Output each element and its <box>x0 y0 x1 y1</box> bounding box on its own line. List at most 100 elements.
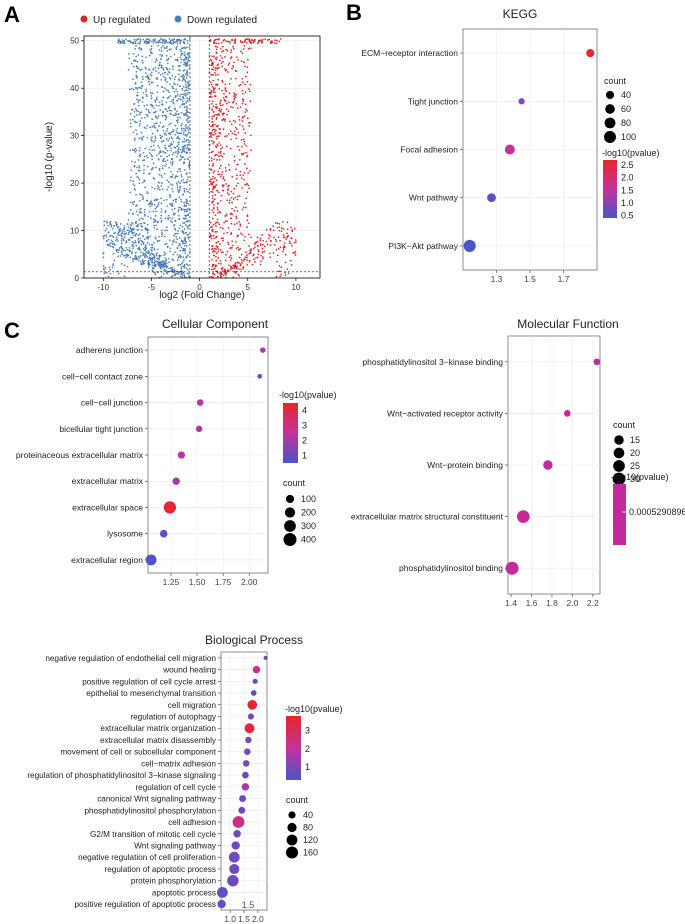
volcano-point-down <box>135 109 138 112</box>
volcano-point-up <box>211 100 214 103</box>
volcano-point-up <box>214 95 217 97</box>
cc-size-legend-dot <box>283 532 297 547</box>
volcano-point-down <box>123 228 126 230</box>
volcano-point-down <box>161 235 163 238</box>
volcano-ytick-label: 30 <box>70 132 79 141</box>
kegg-point <box>518 98 525 105</box>
volcano-point-down <box>183 274 186 277</box>
volcano-point-up <box>219 243 221 245</box>
volcano-point-up <box>235 128 238 131</box>
volcano-point-up <box>259 39 262 42</box>
volcano-point-down <box>158 169 161 172</box>
volcano-point-up <box>212 133 215 136</box>
volcano-point-down <box>174 41 177 43</box>
volcano-point-up <box>294 250 297 253</box>
volcano-point-down <box>156 129 159 132</box>
volcano-point-up <box>216 46 219 48</box>
cc-size-legend-dot <box>284 507 296 518</box>
bp-term-label: protein phosphorylation <box>131 877 217 886</box>
volcano-point-down <box>119 227 122 230</box>
volcano-point-down <box>121 232 124 234</box>
volcano-point-down <box>136 67 139 69</box>
bp-term-label: cell migration <box>168 701 217 710</box>
volcano-point-up <box>219 259 222 262</box>
volcano-point-down <box>161 103 163 106</box>
cc-colorbar-tick-label: 2 <box>302 436 307 446</box>
volcano-point-up <box>231 101 234 104</box>
bp-size-legend-dot <box>286 834 298 846</box>
volcano-point-down <box>180 158 182 161</box>
volcano-point-down <box>110 234 112 237</box>
volcano-point-down <box>175 46 178 49</box>
volcano-point-down <box>187 139 190 141</box>
volcano-point-down <box>179 95 181 97</box>
volcano-point-down <box>167 57 170 60</box>
volcano-point-up <box>223 99 226 101</box>
volcano-point-down <box>135 74 138 77</box>
mf-size-legend-label: 15 <box>630 435 640 445</box>
volcano-point-down <box>123 255 125 257</box>
volcano-point-down <box>119 223 122 225</box>
volcano-point-up <box>224 120 226 122</box>
volcano-point-down <box>137 110 139 113</box>
volcano-point-down <box>184 129 187 132</box>
volcano-point-up <box>239 83 242 86</box>
volcano-xtick-label: 0 <box>197 283 202 292</box>
volcano-point-up <box>239 170 242 173</box>
volcano-point-down <box>183 209 186 211</box>
volcano-point-up <box>294 254 297 256</box>
volcano-point-up <box>215 221 218 223</box>
volcano-point-down <box>147 38 150 40</box>
volcano-point-down <box>121 230 124 232</box>
volcano-point-down <box>134 48 136 50</box>
volcano-point-down <box>171 173 174 176</box>
volcano-point-down <box>136 166 138 169</box>
volcano-point-down <box>186 118 188 121</box>
volcano-point-up <box>250 149 252 152</box>
volcano-point-up <box>214 45 217 48</box>
volcano-point-down <box>165 89 168 91</box>
volcano-point-up <box>223 268 226 271</box>
volcano-point-up <box>239 264 242 267</box>
volcano-point-up <box>235 137 238 140</box>
volcano-point-down <box>186 93 188 95</box>
volcano-point-down <box>155 220 157 223</box>
volcano-point-up <box>238 119 241 121</box>
volcano-point-down <box>161 229 163 232</box>
volcano-point-up <box>222 104 224 106</box>
volcano-point-up <box>280 38 282 40</box>
volcano-point-up <box>293 252 296 254</box>
volcano-point-down <box>150 74 153 77</box>
volcano-point-down <box>176 45 179 48</box>
volcano-point-down <box>156 91 159 94</box>
volcano-point-up <box>273 244 276 246</box>
volcano-point-down <box>138 67 140 70</box>
volcano-point-up <box>246 215 249 217</box>
volcano-point-down <box>187 117 190 120</box>
volcano-point-down <box>158 152 160 155</box>
volcano-point-down <box>153 141 155 144</box>
volcano-point-down <box>175 182 178 185</box>
volcano-point-up <box>222 128 225 130</box>
volcano-point-up <box>248 222 250 225</box>
volcano-point-down <box>177 208 180 211</box>
volcano-point-down <box>186 69 188 72</box>
volcano-point-down <box>181 88 184 90</box>
volcano-point-up <box>228 264 230 267</box>
volcano-point-down <box>165 198 168 201</box>
volcano-point-down <box>162 75 165 78</box>
volcano-point-down <box>126 223 129 225</box>
volcano-point-up <box>211 181 214 184</box>
volcano-point-up <box>232 244 234 247</box>
volcano-point-up <box>282 234 285 236</box>
volcano-point-down <box>181 129 183 131</box>
volcano-point-down <box>146 74 149 77</box>
volcano-point-up <box>217 221 219 224</box>
volcano-point-down <box>128 57 131 60</box>
volcano-point-up <box>213 267 216 270</box>
volcano-point-down <box>138 42 141 45</box>
volcano-point-down <box>177 150 179 153</box>
volcano-point-up <box>218 159 221 161</box>
volcano-point-up <box>210 125 212 128</box>
volcano-point-up <box>212 251 214 253</box>
